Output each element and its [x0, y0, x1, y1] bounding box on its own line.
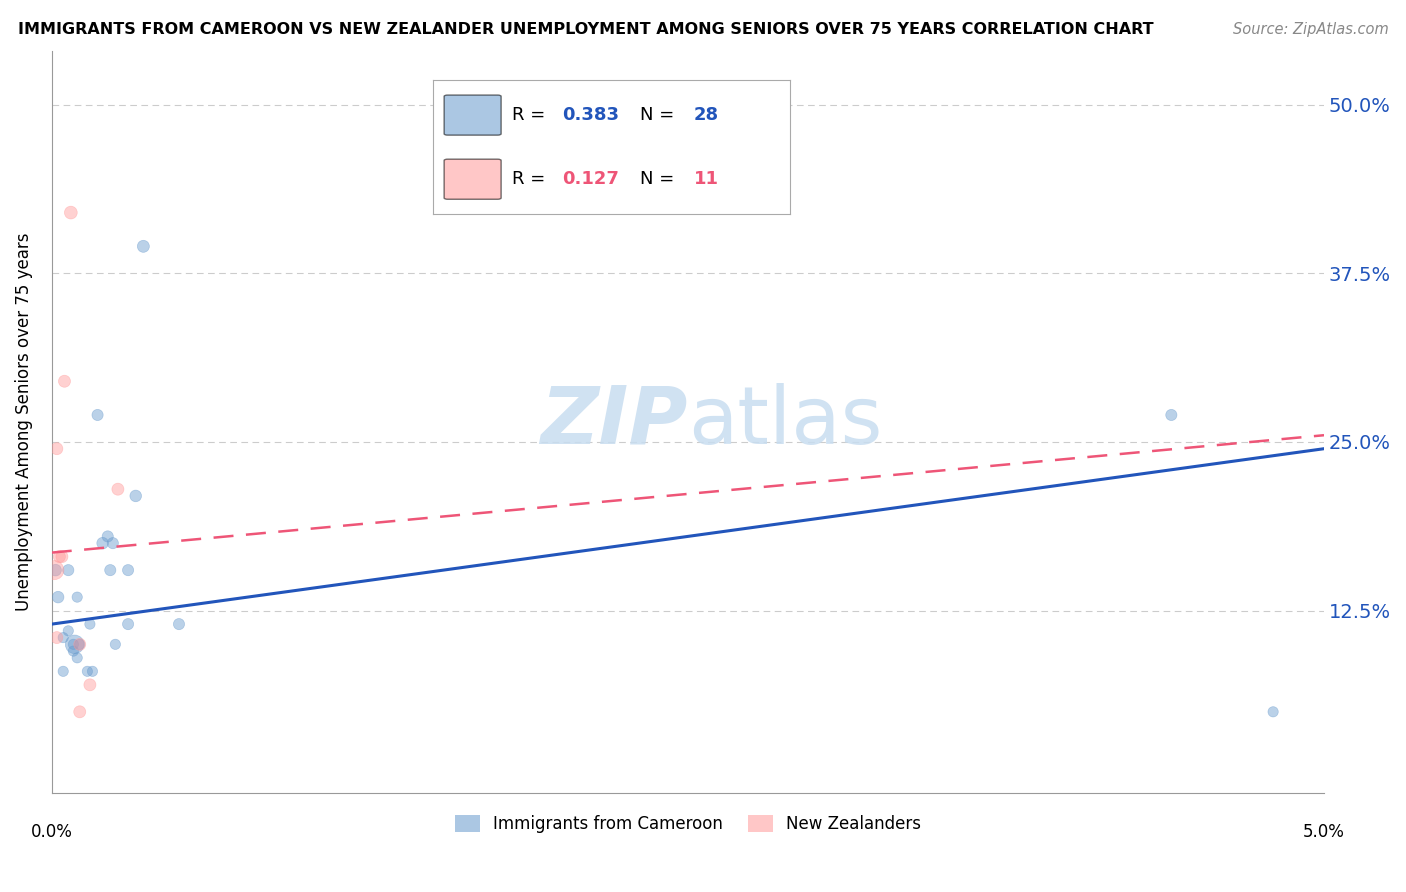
Point — [86, 408, 108, 422]
Point — [52, 631, 75, 645]
Point — [69, 637, 91, 651]
Point — [107, 482, 129, 496]
Point — [46, 590, 69, 604]
Point — [104, 637, 127, 651]
Text: IMMIGRANTS FROM CAMEROON VS NEW ZEALANDER UNEMPLOYMENT AMONG SENIORS OVER 75 YEA: IMMIGRANTS FROM CAMEROON VS NEW ZEALANDE… — [18, 22, 1154, 37]
Point — [66, 650, 89, 665]
Point — [117, 563, 139, 577]
Point — [69, 705, 91, 719]
Point — [48, 549, 70, 564]
Point — [58, 624, 80, 638]
Point — [52, 665, 75, 679]
Text: ZIP: ZIP — [540, 383, 688, 461]
Point — [91, 536, 114, 550]
Point — [59, 205, 82, 219]
Point — [79, 617, 101, 632]
Point — [79, 678, 101, 692]
Point — [125, 489, 148, 503]
Point — [45, 563, 67, 577]
Legend: Immigrants from Cameroon, New Zealanders: Immigrants from Cameroon, New Zealanders — [449, 808, 928, 840]
Point — [98, 563, 121, 577]
Point — [62, 644, 84, 658]
Text: 0.0%: 0.0% — [31, 823, 73, 841]
Text: Source: ZipAtlas.com: Source: ZipAtlas.com — [1233, 22, 1389, 37]
Point — [1160, 408, 1182, 422]
Point — [132, 239, 155, 253]
Y-axis label: Unemployment Among Seniors over 75 years: Unemployment Among Seniors over 75 years — [15, 233, 32, 611]
Point — [58, 563, 80, 577]
Point — [62, 637, 84, 651]
Point — [101, 536, 124, 550]
Text: 5.0%: 5.0% — [1303, 823, 1346, 841]
Point — [44, 563, 66, 577]
Point — [63, 637, 86, 651]
Point — [97, 529, 120, 543]
Point — [76, 665, 98, 679]
Point — [53, 374, 76, 388]
Point — [51, 549, 73, 564]
Point — [1261, 705, 1284, 719]
Point — [82, 665, 104, 679]
Point — [117, 617, 139, 632]
Text: atlas: atlas — [688, 383, 882, 461]
Point — [69, 637, 91, 651]
Point — [45, 631, 67, 645]
Point — [167, 617, 190, 632]
Point — [45, 442, 67, 456]
Point — [66, 590, 89, 604]
